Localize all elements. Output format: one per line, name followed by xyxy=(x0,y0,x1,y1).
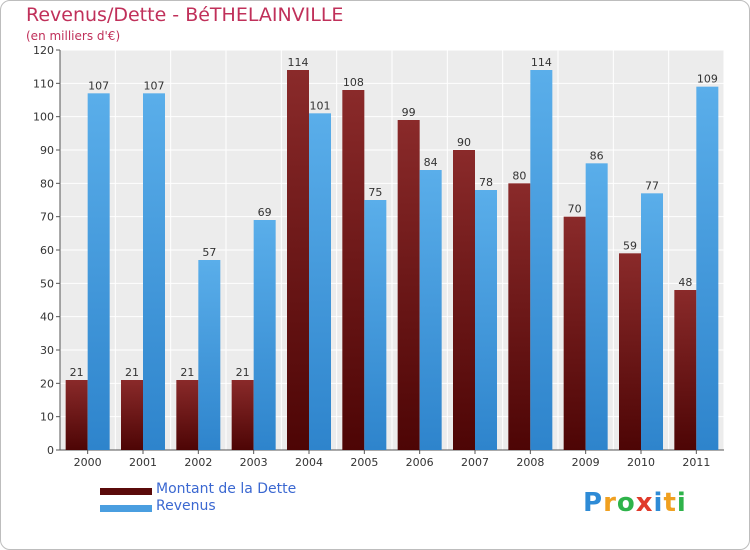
chart-title: Revenus/Dette - BéTHELAINVILLE xyxy=(26,4,344,26)
y-tick-label: 0 xyxy=(47,444,54,457)
y-tick-label: 110 xyxy=(33,77,54,90)
chart-subtitle: (en milliers d'€) xyxy=(26,29,121,43)
y-tick-label: 80 xyxy=(40,177,54,190)
label-dette-2003: 21 xyxy=(236,366,250,379)
legend-label-debt: Montant de la Dette xyxy=(156,481,297,497)
bar-revenus-2010 xyxy=(641,193,663,451)
label-revenus-2006: 84 xyxy=(424,156,438,169)
label-dette-2000: 21 xyxy=(70,366,84,379)
label-dette-2004: 114 xyxy=(288,56,309,69)
x-tick-label: 2010 xyxy=(627,456,655,469)
bar-dette-2004 xyxy=(287,70,309,450)
label-revenus-2008: 114 xyxy=(531,56,552,69)
bar-dette-2009 xyxy=(563,216,586,450)
logo-letter: o xyxy=(616,488,636,518)
y-tick-label: 40 xyxy=(40,311,54,324)
bar-revenus-2002 xyxy=(198,260,221,450)
data-labels: 21 107 21 107 21 57 21 69 114 101 108 75 99 84 90 78 80 1… xyxy=(70,56,718,379)
y-tick-label: 90 xyxy=(40,144,54,157)
bar-revenus-2004 xyxy=(309,113,331,450)
y-tick-label: 100 xyxy=(33,111,54,124)
label-dette-2009: 70 xyxy=(568,203,582,216)
bar-dette-2007 xyxy=(453,150,475,450)
bar-dette-2003 xyxy=(231,380,254,450)
logo-letter: i xyxy=(676,488,687,518)
bars xyxy=(65,70,719,451)
logo-letter: r xyxy=(603,488,617,518)
bar-dette-2001 xyxy=(121,380,143,450)
x-tick-label: 2007 xyxy=(461,456,489,469)
label-revenus-2003: 69 xyxy=(258,206,272,219)
bar-revenus-2005 xyxy=(364,200,387,450)
x-tick-label: 2000 xyxy=(74,456,102,469)
label-dette-2005: 108 xyxy=(343,76,364,89)
label-revenus-2007: 78 xyxy=(479,176,493,189)
y-tick-label: 60 xyxy=(40,244,54,257)
x-tick-label: 2008 xyxy=(516,456,544,469)
label-revenus-2011: 109 xyxy=(697,73,718,86)
y-tick-label: 20 xyxy=(40,377,54,390)
bar-dette-2011 xyxy=(674,290,697,450)
bar-dette-2008 xyxy=(508,183,531,451)
bar-revenus-2001 xyxy=(143,93,165,450)
bar-dette-2010 xyxy=(619,253,641,450)
legend-label-revenus: Revenus xyxy=(156,498,216,514)
label-dette-2011: 48 xyxy=(678,276,692,289)
bar-revenus-2011 xyxy=(696,86,719,451)
y-tick-label: 120 xyxy=(33,44,54,57)
legend-swatch-revenus xyxy=(100,505,152,512)
y-tick-label: 30 xyxy=(40,344,54,357)
label-dette-2001: 21 xyxy=(125,366,139,379)
y-tick-label: 10 xyxy=(40,411,54,424)
logo-letter: x xyxy=(635,488,654,518)
bar-revenus-2009 xyxy=(585,163,608,451)
x-tick-label: 2002 xyxy=(184,456,212,469)
bar-dette-2002 xyxy=(176,380,199,450)
bar-dette-2005 xyxy=(342,90,365,450)
label-revenus-2005: 75 xyxy=(368,186,382,199)
bar-dette-2006 xyxy=(397,120,420,450)
x-tick-label: 2009 xyxy=(572,456,600,469)
axes: 0 10 20 30 40 50 60 70 80 90 100 110 120 2000 2001 2002… xyxy=(33,44,724,469)
legend-swatch-debt xyxy=(100,488,152,495)
label-revenus-2010: 77 xyxy=(645,179,659,192)
label-dette-2010: 59 xyxy=(623,239,637,252)
proxiti-logo: Proxiti xyxy=(583,488,687,518)
label-revenus-2002: 57 xyxy=(202,246,216,259)
label-dette-2008: 80 xyxy=(512,169,526,182)
bar-revenus-2007 xyxy=(475,190,497,450)
bar-dette-2000 xyxy=(65,380,88,450)
bar-revenus-2000 xyxy=(87,93,110,450)
label-revenus-2000: 107 xyxy=(88,79,109,92)
bar-revenus-2003 xyxy=(253,220,276,450)
x-tick-label: 2004 xyxy=(295,456,323,469)
logo-letter: t xyxy=(663,488,677,518)
label-revenus-2001: 107 xyxy=(144,79,165,92)
logo-letter: i xyxy=(653,488,664,518)
y-tick-label: 70 xyxy=(40,211,54,224)
logo-letter: P xyxy=(583,488,604,518)
label-dette-2007: 90 xyxy=(457,136,471,149)
label-dette-2002: 21 xyxy=(180,366,194,379)
x-tick-label: 2011 xyxy=(682,456,710,469)
label-revenus-2009: 86 xyxy=(590,149,604,162)
x-tick-label: 2001 xyxy=(129,456,157,469)
bar-revenus-2006 xyxy=(419,170,442,450)
y-tick-label: 50 xyxy=(40,277,54,290)
label-revenus-2004: 101 xyxy=(310,99,331,112)
x-tick-label: 2003 xyxy=(240,456,268,469)
label-dette-2006: 99 xyxy=(402,106,416,119)
x-tick-label: 2006 xyxy=(406,456,434,469)
bar-revenus-2008 xyxy=(530,70,553,450)
x-tick-label: 2005 xyxy=(350,456,378,469)
